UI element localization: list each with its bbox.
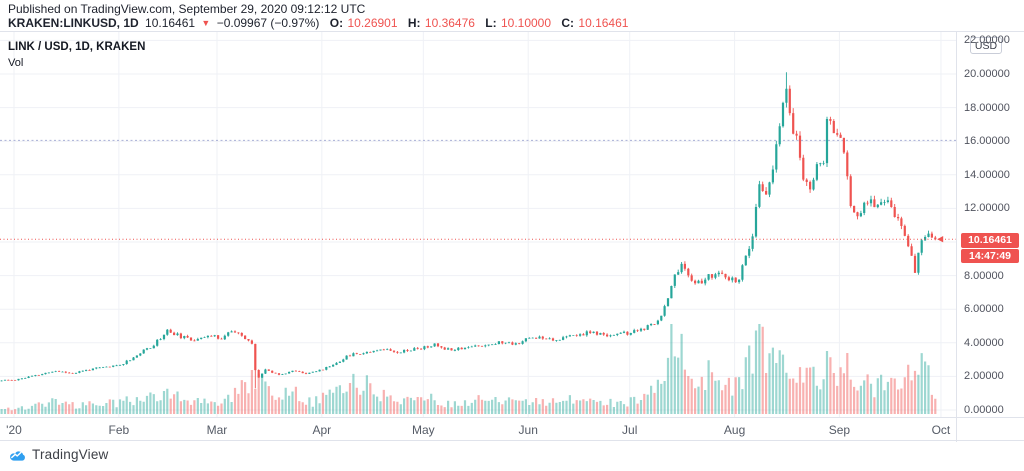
last-price: 10.16461: [145, 16, 196, 30]
open-value: 10.26901: [347, 16, 398, 30]
down-arrow-icon: ▼: [201, 18, 211, 28]
volume-bars-up: [0, 324, 930, 414]
low-value: 10.10000: [500, 16, 552, 30]
last-price-badge: 10.16461: [961, 233, 1019, 248]
price-axis-label: 16.00000: [964, 135, 1010, 148]
time-axis-label: Sep: [828, 423, 851, 437]
published-line: Published on TradingView.com, September …: [8, 2, 366, 16]
high-value: 10.36476: [424, 16, 475, 30]
price-axis-label: 8.00000: [964, 269, 1004, 282]
price-axis-label: 20.00000: [964, 68, 1010, 80]
brand-wordmark: TradingView: [32, 447, 109, 462]
time-axis-label: Jul: [622, 423, 638, 437]
volume-indicator-label: Vol: [8, 57, 24, 69]
close-label: C:: [561, 16, 575, 30]
price-axis-label: 12.00000: [964, 202, 1010, 215]
time-axis[interactable]: '20 Feb Mar Apr May Jun Jul Aug Sep Oct: [0, 417, 1024, 441]
time-axis-label: Jun: [518, 423, 538, 437]
price-axis[interactable]: USD 10.16461 14:47:49 22.00000 20.00000 18…: [957, 32, 1024, 418]
symbol-info-bar: KRAKEN:LINKUSD, 1D 10.16461 ▼ −0.09967 (…: [8, 16, 631, 30]
tradingview-cloud-icon: [10, 450, 25, 461]
bar-countdown-badge: 14:47:49: [961, 248, 1019, 263]
time-axis-label: May: [411, 423, 435, 437]
price-axis-divider: [956, 32, 957, 442]
candle-wicks-up: [1, 72, 929, 382]
chart-legend-title: LINK / USD, 1D, KRAKEN: [8, 41, 146, 53]
price-axis-label: 0.00000: [964, 404, 1004, 416]
tradingview-logo[interactable]: TradingView: [8, 447, 109, 462]
currency-usd-button[interactable]: USD: [970, 37, 1002, 54]
price-axis-label: 4.00000: [964, 336, 1004, 349]
price-axis-label: 6.00000: [964, 303, 1004, 316]
time-axis-label: Feb: [108, 423, 130, 437]
time-axis-label: Mar: [206, 423, 228, 437]
chart-area: LINK / USD, 1D, KRAKEN Vol USD 10.16461 …: [0, 31, 1024, 442]
symbol-name: KRAKEN:LINKUSD, 1D: [8, 16, 139, 30]
close-value: 10.16461: [578, 16, 629, 30]
price-axis-label: 22.00000: [964, 34, 1010, 47]
last-price-marker-icon: [937, 236, 944, 243]
volume-bars-down: [7, 326, 937, 414]
price-axis-label: 18.00000: [964, 101, 1010, 114]
time-axis-label: Apr: [312, 423, 332, 437]
candlestick-volume-chart[interactable]: [0, 32, 1024, 418]
high-label: H:: [407, 16, 421, 30]
footer: TradingView: [0, 442, 1024, 471]
price-change: −0.09967 (−0.97%): [216, 16, 320, 30]
open-label: O:: [329, 16, 344, 30]
candle-bodies-up: [0, 88, 930, 382]
time-axis-label: '20: [6, 423, 22, 437]
time-axis-label: Oct: [931, 423, 951, 437]
price-axis-label: 2.00000: [964, 370, 1004, 383]
price-axis-label: 14.00000: [964, 168, 1010, 181]
time-axis-label: Aug: [723, 423, 746, 437]
low-label: L:: [485, 16, 497, 30]
